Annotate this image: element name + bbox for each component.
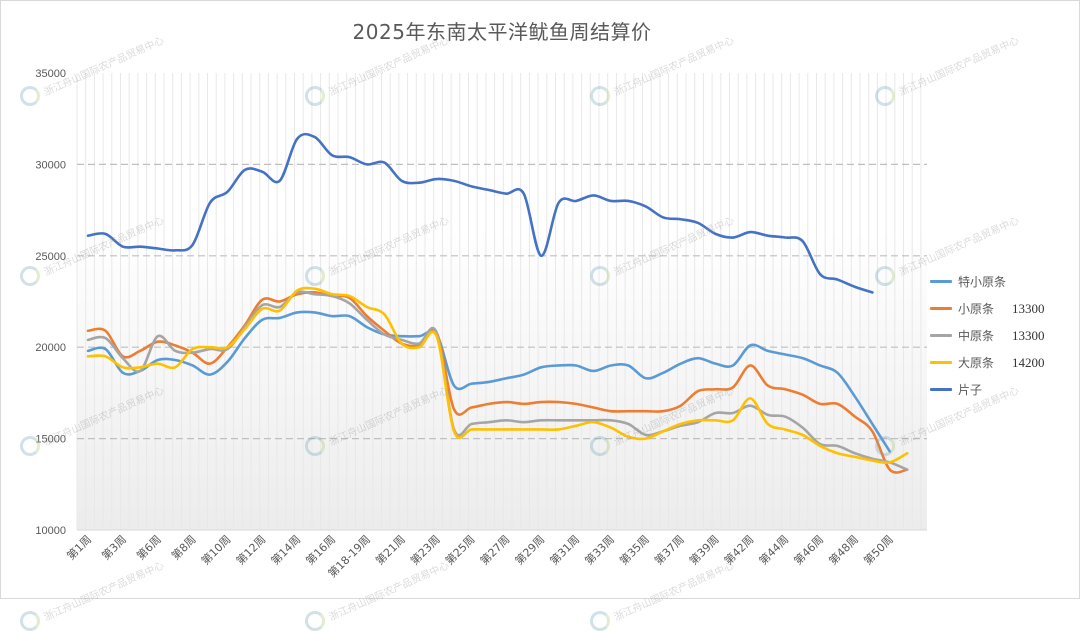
vertical-gridlines <box>76 73 922 530</box>
watermark-logo-icon <box>20 436 40 456</box>
legend-item-medium-raw[interactable]: 中原条 13300 <box>930 322 1070 349</box>
watermark-logo-icon <box>305 436 325 456</box>
series-line <box>86 310 892 453</box>
legend-label: 特小原条 <box>958 275 1007 289</box>
legend-value: 13300 <box>1012 300 1045 316</box>
svg-text:第33周: 第33周 <box>582 532 617 567</box>
watermark-logo-icon <box>875 86 895 106</box>
legend-swatch-icon <box>930 361 952 364</box>
series-line <box>86 132 874 294</box>
svg-text:第21周: 第21周 <box>373 532 408 567</box>
svg-text:第44周: 第44周 <box>756 532 791 567</box>
legend-value: 13300 <box>1012 327 1045 343</box>
svg-text:第16周: 第16周 <box>303 532 338 567</box>
watermark-logo-icon <box>305 611 325 631</box>
svg-text:第12周: 第12周 <box>233 532 268 567</box>
legend-item-small-raw[interactable]: 小原条 13300 <box>930 295 1070 322</box>
legend-value: 14200 <box>1012 354 1045 370</box>
series-line <box>86 290 909 471</box>
legend-swatch-icon <box>930 334 952 337</box>
svg-text:35000: 35000 <box>35 68 66 80</box>
svg-text:第50周: 第50周 <box>861 532 896 567</box>
svg-text:第37周: 第37周 <box>651 532 686 567</box>
svg-text:第29周: 第29周 <box>512 532 547 567</box>
legend-swatch-icon <box>930 280 952 283</box>
data-series-lines <box>86 132 909 474</box>
svg-text:第14周: 第14周 <box>268 532 303 567</box>
watermark-logo-icon <box>590 611 610 631</box>
series-line <box>86 286 909 465</box>
svg-text:第46周: 第46周 <box>791 532 826 567</box>
legend-label: 片子 <box>958 383 983 397</box>
legend-label: 大原条 <box>958 356 995 370</box>
svg-text:10000: 10000 <box>35 525 66 537</box>
watermark-logo-icon <box>20 611 40 631</box>
watermark-logo-icon <box>590 436 610 456</box>
watermark-logo-icon <box>305 86 325 106</box>
svg-text:第48周: 第48周 <box>826 532 861 567</box>
svg-text:第1周: 第1周 <box>64 532 94 562</box>
y-axis-labels: 10000 15000 20000 25000 30000 35000 <box>35 68 66 537</box>
legend-swatch-icon <box>930 388 952 391</box>
legend-item-large-raw[interactable]: 大原条 14200 <box>930 349 1070 376</box>
svg-text:第10周: 第10周 <box>198 532 233 567</box>
watermark-logo-icon <box>20 86 40 106</box>
svg-text:20000: 20000 <box>35 342 66 354</box>
legend-item-fillet[interactable]: 片子 <box>930 376 1070 403</box>
legend-label: 小原条 <box>958 302 995 316</box>
svg-text:第35周: 第35周 <box>617 532 652 567</box>
watermark-logo-icon <box>590 266 610 286</box>
svg-text:第31周: 第31周 <box>547 532 582 567</box>
watermark-logo-icon <box>305 266 325 286</box>
x-axis-labels: 第1周 第3周 第6周 第8周 第10周 第12周 第14周 第16周第18-19周 第21周第… <box>64 532 896 580</box>
svg-text:30000: 30000 <box>35 159 66 171</box>
watermark-logo-icon <box>590 86 610 106</box>
svg-text:第27周: 第27周 <box>477 532 512 567</box>
svg-text:第3周: 第3周 <box>99 532 129 562</box>
legend-label: 中原条 <box>958 329 995 343</box>
watermark-logo-icon <box>875 436 895 456</box>
legend-swatch-icon <box>930 307 952 310</box>
svg-text:15000: 15000 <box>35 434 66 446</box>
horizontal-gridlines <box>77 163 927 531</box>
plot-area <box>77 73 927 530</box>
svg-text:25000: 25000 <box>35 251 66 263</box>
watermark-logo-icon <box>875 266 895 286</box>
chart-legend: 特小原条 小原条 13300 中原条 13300 大原条 14200 片子 <box>930 268 1070 403</box>
line-chart: 10000 15000 20000 25000 30000 35000 第1周 第3周 第6周… <box>35 68 927 580</box>
watermark-logo-icon <box>20 266 40 286</box>
chart-title: 2025年东南太平洋鱿鱼周结算价 <box>352 20 652 44</box>
legend-item-tiny-raw[interactable]: 特小原条 <box>930 268 1070 295</box>
svg-text:第8周: 第8周 <box>168 532 198 562</box>
